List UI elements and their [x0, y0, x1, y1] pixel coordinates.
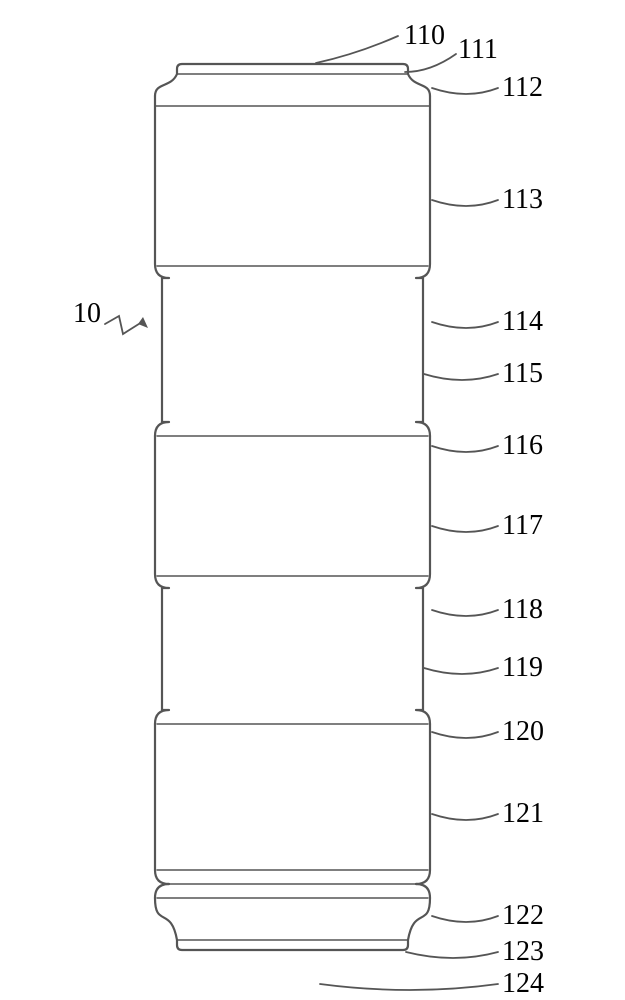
callout-label-110: 110 [404, 22, 445, 50]
callout-label-123: 123 [502, 938, 544, 966]
callout-label-122: 122 [502, 902, 544, 930]
callout-label-115: 115 [502, 360, 543, 388]
callout-label-112: 112 [502, 74, 543, 102]
callout-label-118: 118 [502, 596, 543, 624]
callout-label-117: 117 [502, 512, 543, 540]
callout-label-119: 119 [502, 654, 543, 682]
assembly-label-10: 10 [73, 300, 101, 328]
callout-label-124: 124 [502, 970, 544, 998]
callout-label-120: 120 [502, 718, 544, 746]
callout-label-116: 116 [502, 432, 543, 460]
callout-label-113: 113 [502, 186, 543, 214]
callout-label-111: 111 [458, 36, 498, 64]
diagram-svg [0, 0, 625, 1000]
callout-label-121: 121 [502, 800, 544, 828]
callout-label-114: 114 [502, 308, 543, 336]
diagram-canvas: 110 111112 113 114 115 116 117 118 119 120 121 122 1… [0, 0, 625, 1000]
